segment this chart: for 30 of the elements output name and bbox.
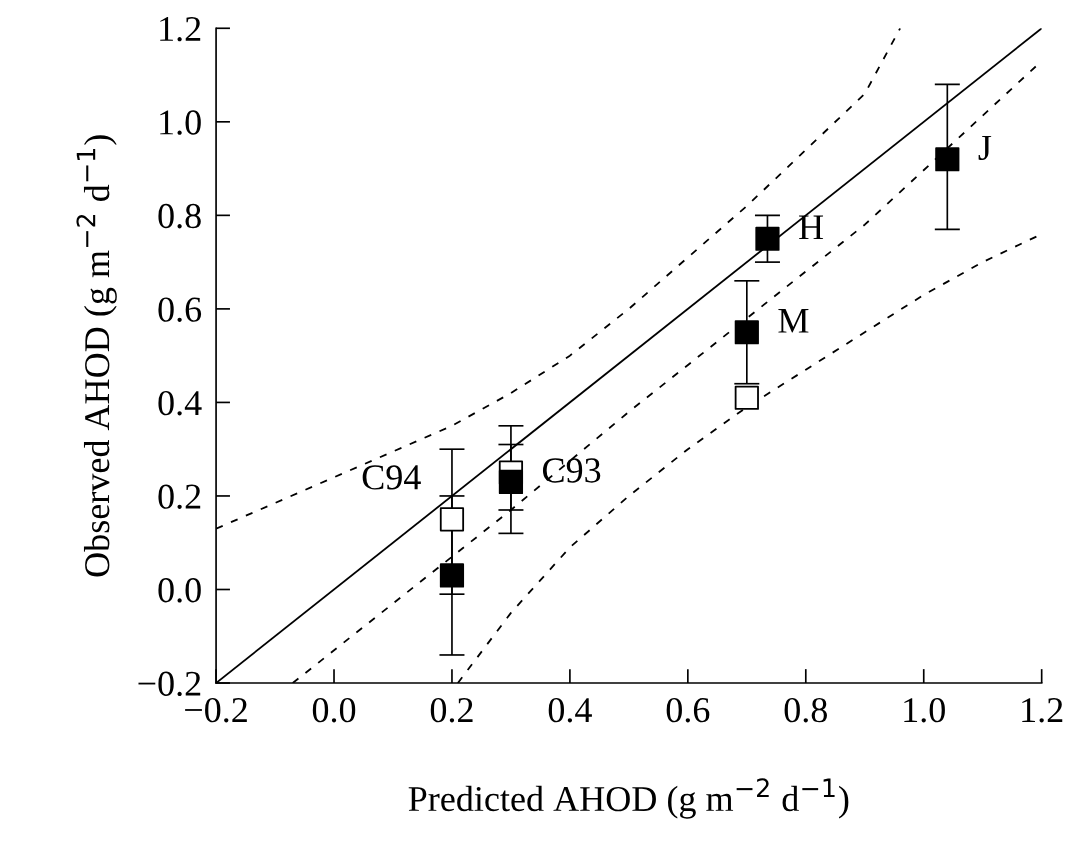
y-tick-label: 1.2 [160,16,201,42]
x-tick-label: 0.6 [666,697,710,723]
point [498,469,524,495]
point [439,563,465,588]
point [734,320,759,345]
x-tick-label: 0.0 [312,697,356,723]
x-tick-label: 1.0 [904,697,945,723]
annotation: H [799,215,824,240]
x-tick-label: 0.4 [548,697,592,723]
y-tick-label: 0.6 [158,297,202,322]
annotation: C93 [542,458,601,483]
point [439,507,465,532]
x-tick-label: 0.8 [784,697,827,723]
y-tick-label: 1.0 [160,110,201,135]
annotation: J [978,135,992,160]
y-tick-label: 0.0 [158,578,201,603]
x-tick-label: −0.2 [185,697,247,723]
point [734,385,759,410]
y-tick-label: 0.8 [158,203,201,229]
y-tick-label: 0.4 [158,390,202,416]
x-tick-label: 0.2 [430,697,473,723]
y-tick-label: 0.2 [158,484,201,509]
y-tick-label: −0.2 [138,671,201,697]
annotation: M [778,308,809,333]
annotation: C94 [362,465,421,490]
point [935,147,960,172]
y-axis-title: Observed AHOD (g m$^{−2}$ d$^{−1}$) [76,135,117,577]
x-tick-label: 1.2 [1022,698,1063,723]
point [755,226,780,251]
x-axis-title: Predicted AHOD (g m$^{−2}$ d$^{−1}$) [408,778,849,819]
